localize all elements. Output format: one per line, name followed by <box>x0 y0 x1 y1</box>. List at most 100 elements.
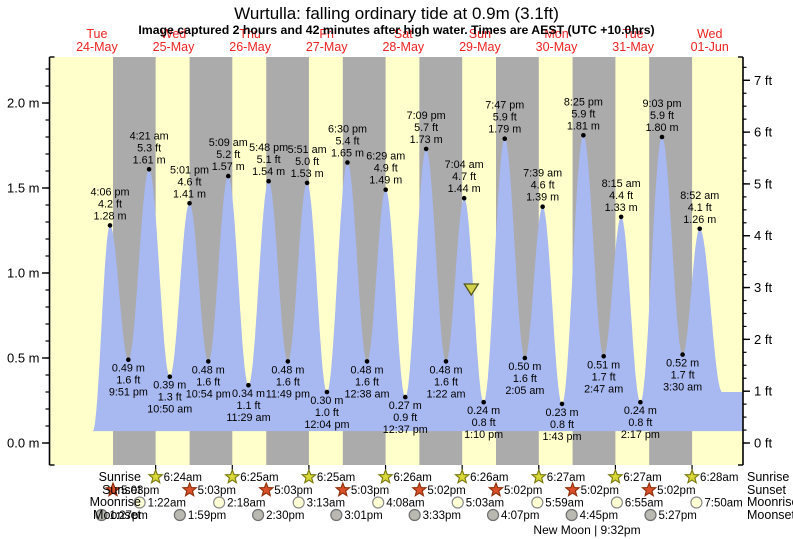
meter-tick-label: 2.0 m <box>7 96 40 111</box>
sunrise-time: 6:26am <box>394 472 432 484</box>
moonrise-icon <box>372 496 385 509</box>
sunrise-time: 6:25am <box>317 472 355 484</box>
high-tide-dot <box>461 195 467 201</box>
low-tide-dot <box>126 357 131 363</box>
date-label: Sun 29-May <box>459 27 501 54</box>
sunrise-time: 6:27am <box>547 472 585 484</box>
date-label: Wed 25-May <box>153 27 195 54</box>
low-tide-dot <box>559 401 565 407</box>
sunrise-icon <box>683 468 701 484</box>
moonrise-icon <box>292 496 305 509</box>
moonrise-time: 4:08am <box>386 498 424 510</box>
moonset-time: 4:45pm <box>580 510 618 522</box>
sunrise-icon <box>607 468 624 484</box>
sunset-icon <box>181 481 198 497</box>
row-label-sunrise-left: Sunrise <box>98 470 141 484</box>
high-tide-label: 9:03 pm 5.9 ft 1.80 m <box>642 98 681 134</box>
chart-subtitle: Image captured 2 hours and 42 minutes af… <box>138 23 655 37</box>
sunrise-time: 6:27am <box>623 472 661 484</box>
moonrise-time: 2:18am <box>227 498 265 510</box>
low-tide-dot <box>481 399 486 405</box>
low-tide-label: 0.48 m 1.6 ft 1:22 am <box>426 364 465 400</box>
high-tide-dot <box>383 187 388 192</box>
row-label-moonrise-right: Moonrise <box>747 495 793 509</box>
low-tide-dot <box>364 359 370 364</box>
low-tide-label: 0.23 m 0.8 ft 1:43 pm <box>542 407 581 443</box>
new-moon-footnote: New Moon | 9:32pm <box>533 523 641 537</box>
moonrise-icon <box>690 496 703 509</box>
low-tide-label: 0.48 m 1.6 ft 11:49 pm <box>266 364 310 400</box>
low-tide-dot <box>680 352 685 357</box>
high-tide-label: 8:25 pm 5.9 ft 1.81 m <box>564 96 603 132</box>
low-tide-label: 0.49 m 1.6 ft 9:51 pm <box>109 363 148 399</box>
high-tide-label: 7:39 am 4.6 ft 1.39 m <box>523 168 562 204</box>
sunset-time: 5:02pm <box>581 485 619 497</box>
meter-tick-label: 0.0 m <box>7 436 40 451</box>
high-tide-label: 6:30 pm 5.4 ft 1.65 m <box>328 124 367 160</box>
moonrise-icon <box>531 496 544 509</box>
high-tide-label: 8:15 am 4.4 ft 1.33 m <box>602 178 641 214</box>
sunrise-time: 6:28am <box>700 472 738 484</box>
low-tide-label: 0.50 m 1.6 ft 2:05 am <box>505 361 544 397</box>
moonset-icon <box>486 508 500 522</box>
high-tide-label: 5:51 am 5.0 ft 1.53 m <box>288 144 327 180</box>
high-tide-dot <box>345 160 350 165</box>
high-tide-dot <box>659 134 665 140</box>
feet-tick-label: 0 ft <box>754 436 772 451</box>
low-tide-dot <box>522 355 528 361</box>
sunset-time: 5:02pm <box>427 485 465 497</box>
low-tide-label: 0.51 m 1.7 ft 2:47 am <box>584 359 623 395</box>
low-tide-label: 0.24 m 0.8 ft 2:17 pm <box>621 405 660 441</box>
row-label-moonset-right: Moonset <box>747 508 793 522</box>
date-label: Fri 27-May <box>306 27 348 54</box>
moonset-time: 4:07pm <box>501 510 539 522</box>
high-tide-label: 6:29 am 4.9 ft 1.49 m <box>366 151 405 187</box>
high-tide-dot <box>423 146 429 152</box>
date-label: Mon 30-May <box>536 27 578 54</box>
moonset-icon <box>95 508 108 522</box>
sunrise-icon <box>530 468 547 484</box>
date-label: Wed 01-Jun <box>691 27 729 54</box>
moonrise-time: 5:03am <box>466 498 504 510</box>
feet-tick-label: 6 ft <box>754 125 772 140</box>
high-tide-dot <box>581 133 586 138</box>
current-tide-marker-icon <box>463 283 480 297</box>
row-label-moonset-left: Moonset <box>93 508 141 522</box>
low-tide-label: 0.39 m 1.3 ft 10:50 am <box>147 380 192 416</box>
sunset-icon <box>258 481 275 497</box>
low-tide-dot <box>246 382 251 388</box>
high-tide-label: 7:47 pm 5.9 ft 1.79 m <box>485 100 524 136</box>
moonrise-time: 3:13am <box>307 498 345 510</box>
moonset-icon <box>565 508 578 522</box>
high-tide-dot <box>266 178 271 184</box>
date-label: Tue 31-May <box>612 27 654 54</box>
feet-tick-label: 3 ft <box>754 280 772 295</box>
moonrise-icon <box>213 496 226 509</box>
moonset-icon <box>408 508 421 522</box>
high-tide-label: 7:09 pm 5.7 ft 1.73 m <box>407 110 446 146</box>
low-tide-dot <box>638 399 643 405</box>
moonset-time: 1:59pm <box>188 510 226 522</box>
moonrise-icon <box>133 496 146 509</box>
low-tide-dot <box>324 389 330 395</box>
high-tide-label: 5:48 pm 5.1 ft 1.54 m <box>249 142 288 178</box>
date-label: Sat 28-May <box>382 27 424 54</box>
low-tide-label: 0.24 m 0.8 ft 1:10 pm <box>464 405 503 441</box>
high-tide-label: 4:21 am 5.3 ft 1.61 m <box>130 130 169 166</box>
low-tide-label: 0.48 m 1.6 ft 10:54 pm <box>186 364 231 400</box>
low-tide-label: 0.30 m 1.0 ft 12:04 pm <box>304 395 349 431</box>
row-label-moonrise-left: Moonrise <box>89 495 141 509</box>
moonrise-icon <box>610 496 623 509</box>
sunset-icon <box>411 481 428 497</box>
low-tide-label: 0.48 m 1.6 ft 12:38 am <box>345 364 390 400</box>
sunset-time: 5:03pm <box>198 485 236 497</box>
low-tide-dot <box>443 359 449 364</box>
high-tide-dot <box>304 180 310 186</box>
sunset-time: 5:02pm <box>657 485 695 497</box>
high-tide-label: 4:06 pm 4.2 ft 1.28 m <box>90 186 129 222</box>
low-tide-dot <box>601 354 606 359</box>
high-tide-label: 5:09 am 5.2 ft 1.57 m <box>209 137 248 173</box>
moonrise-time: 5:59am <box>545 498 583 510</box>
feet-tick-label: 4 ft <box>754 228 772 243</box>
